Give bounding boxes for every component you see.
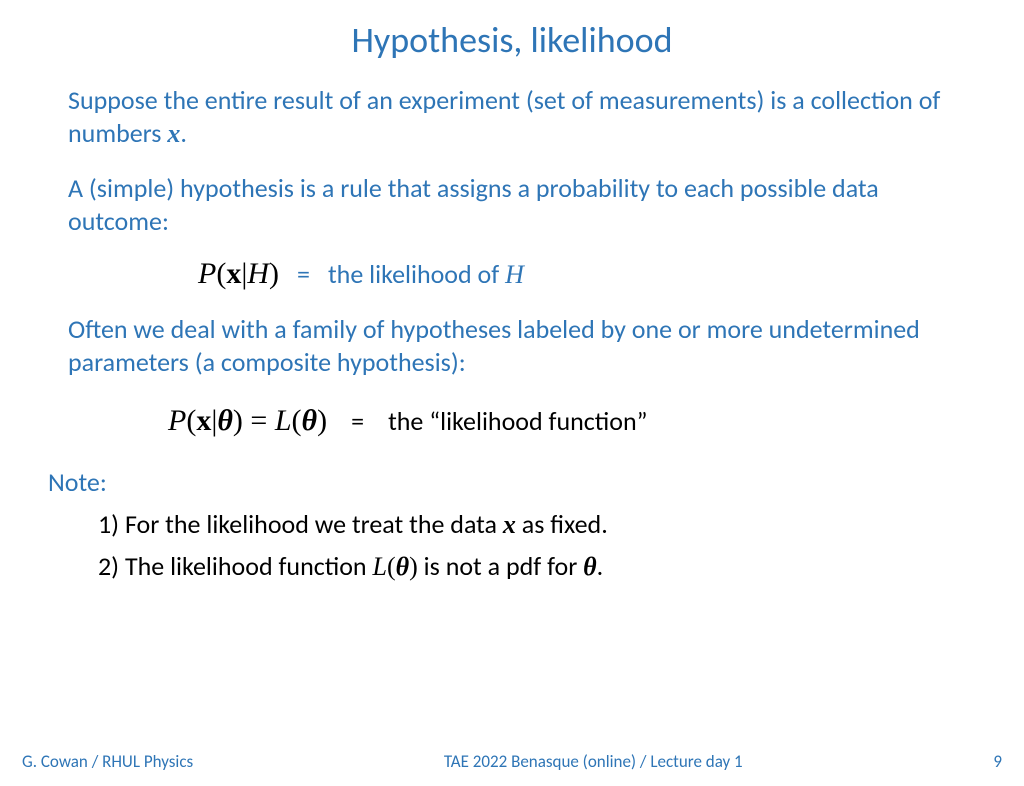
note-heading: Note: — [48, 466, 956, 498]
equation-1-equals: = — [297, 258, 310, 290]
note2-var-theta2: θ — [583, 552, 597, 581]
note2-paren-open: ( — [387, 552, 396, 581]
slide-title: Hypothesis, likelihood — [0, 18, 1024, 62]
footer-center: TAE 2022 Benasque (online) / Lecture day… — [444, 751, 743, 772]
slide-footer: G. Cowan / RHUL Physics TAE 2022 Benasqu… — [0, 751, 1024, 772]
note-item-1: 1) For the likelihood we treat the data … — [98, 508, 956, 540]
paragraph-1: Suppose the entire result of an experime… — [68, 84, 956, 150]
paragraph-2: A (simple) hypothesis is a rule that ass… — [68, 172, 956, 237]
note2-a: 2) The likelihood function — [98, 550, 372, 582]
equation-2-formula: P(x|θ) = L(θ) — [168, 404, 327, 438]
note1-a: 1) For the likelihood we treat the data — [98, 508, 503, 540]
note2-c: . — [597, 550, 604, 582]
note-item-2: 2) The likelihood function L(θ) is not a… — [98, 550, 956, 582]
footer-page-number: 9 — [993, 751, 1002, 772]
para1-text-b: . — [180, 117, 187, 149]
para1-text-a: Suppose the entire result of an experime… — [68, 84, 940, 149]
slide-content: Suppose the entire result of an experime… — [0, 84, 1024, 582]
note2-var-L: L — [372, 552, 386, 581]
eq1-label-text: the likelihood of — [328, 258, 505, 290]
equation-2-row: P(x|θ) = L(θ) = the “likelihood function… — [168, 404, 956, 438]
equation-2-label: the “likelihood function” — [388, 405, 647, 437]
note2-b: is not a pdf for — [418, 550, 583, 582]
paragraph-3: Often we deal with a family of hypothese… — [68, 313, 956, 378]
note2-paren-close: ) — [409, 552, 418, 581]
eq1-label-var: H — [505, 260, 524, 289]
equation-1-row: P(x|H) = the likelihood of H — [198, 257, 956, 291]
note2-var-theta: θ — [396, 552, 410, 581]
note1-var: x — [503, 510, 516, 539]
equation-1-formula: P(x|H) — [198, 257, 279, 291]
para1-var-x: x — [167, 119, 180, 148]
equation-1-label: the likelihood of H — [328, 258, 524, 290]
footer-left: G. Cowan / RHUL Physics — [22, 751, 193, 772]
equation-2-equals: = — [351, 405, 364, 437]
note1-b: as fixed. — [516, 508, 608, 540]
